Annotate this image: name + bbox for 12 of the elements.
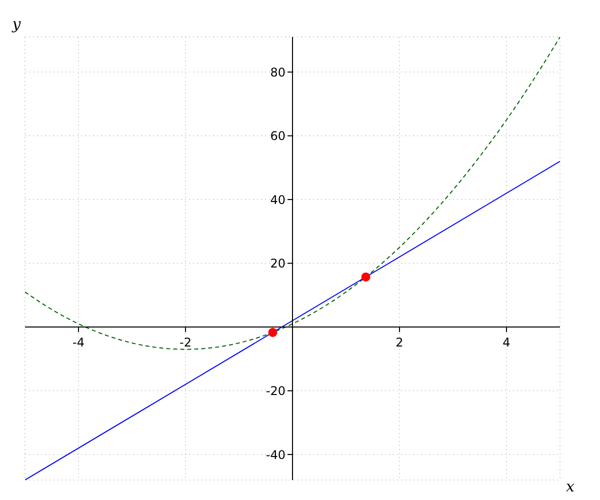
x-tick-label: -4 — [72, 336, 84, 350]
x-tick-label: -2 — [180, 336, 192, 350]
y-tick-label: -20 — [266, 384, 286, 398]
y-tick-label: 40 — [270, 192, 286, 207]
y-tick-label: -40 — [266, 448, 286, 462]
x-tick-label: 2 — [396, 336, 404, 350]
x-axis-title: x — [566, 477, 575, 496]
x-tick-label: 4 — [502, 336, 510, 350]
y-tick-label: 20 — [270, 256, 286, 271]
y-axis-title: y — [11, 15, 22, 33]
y-tick-label: 60 — [270, 129, 286, 144]
y-tick-label: 80 — [270, 65, 286, 80]
